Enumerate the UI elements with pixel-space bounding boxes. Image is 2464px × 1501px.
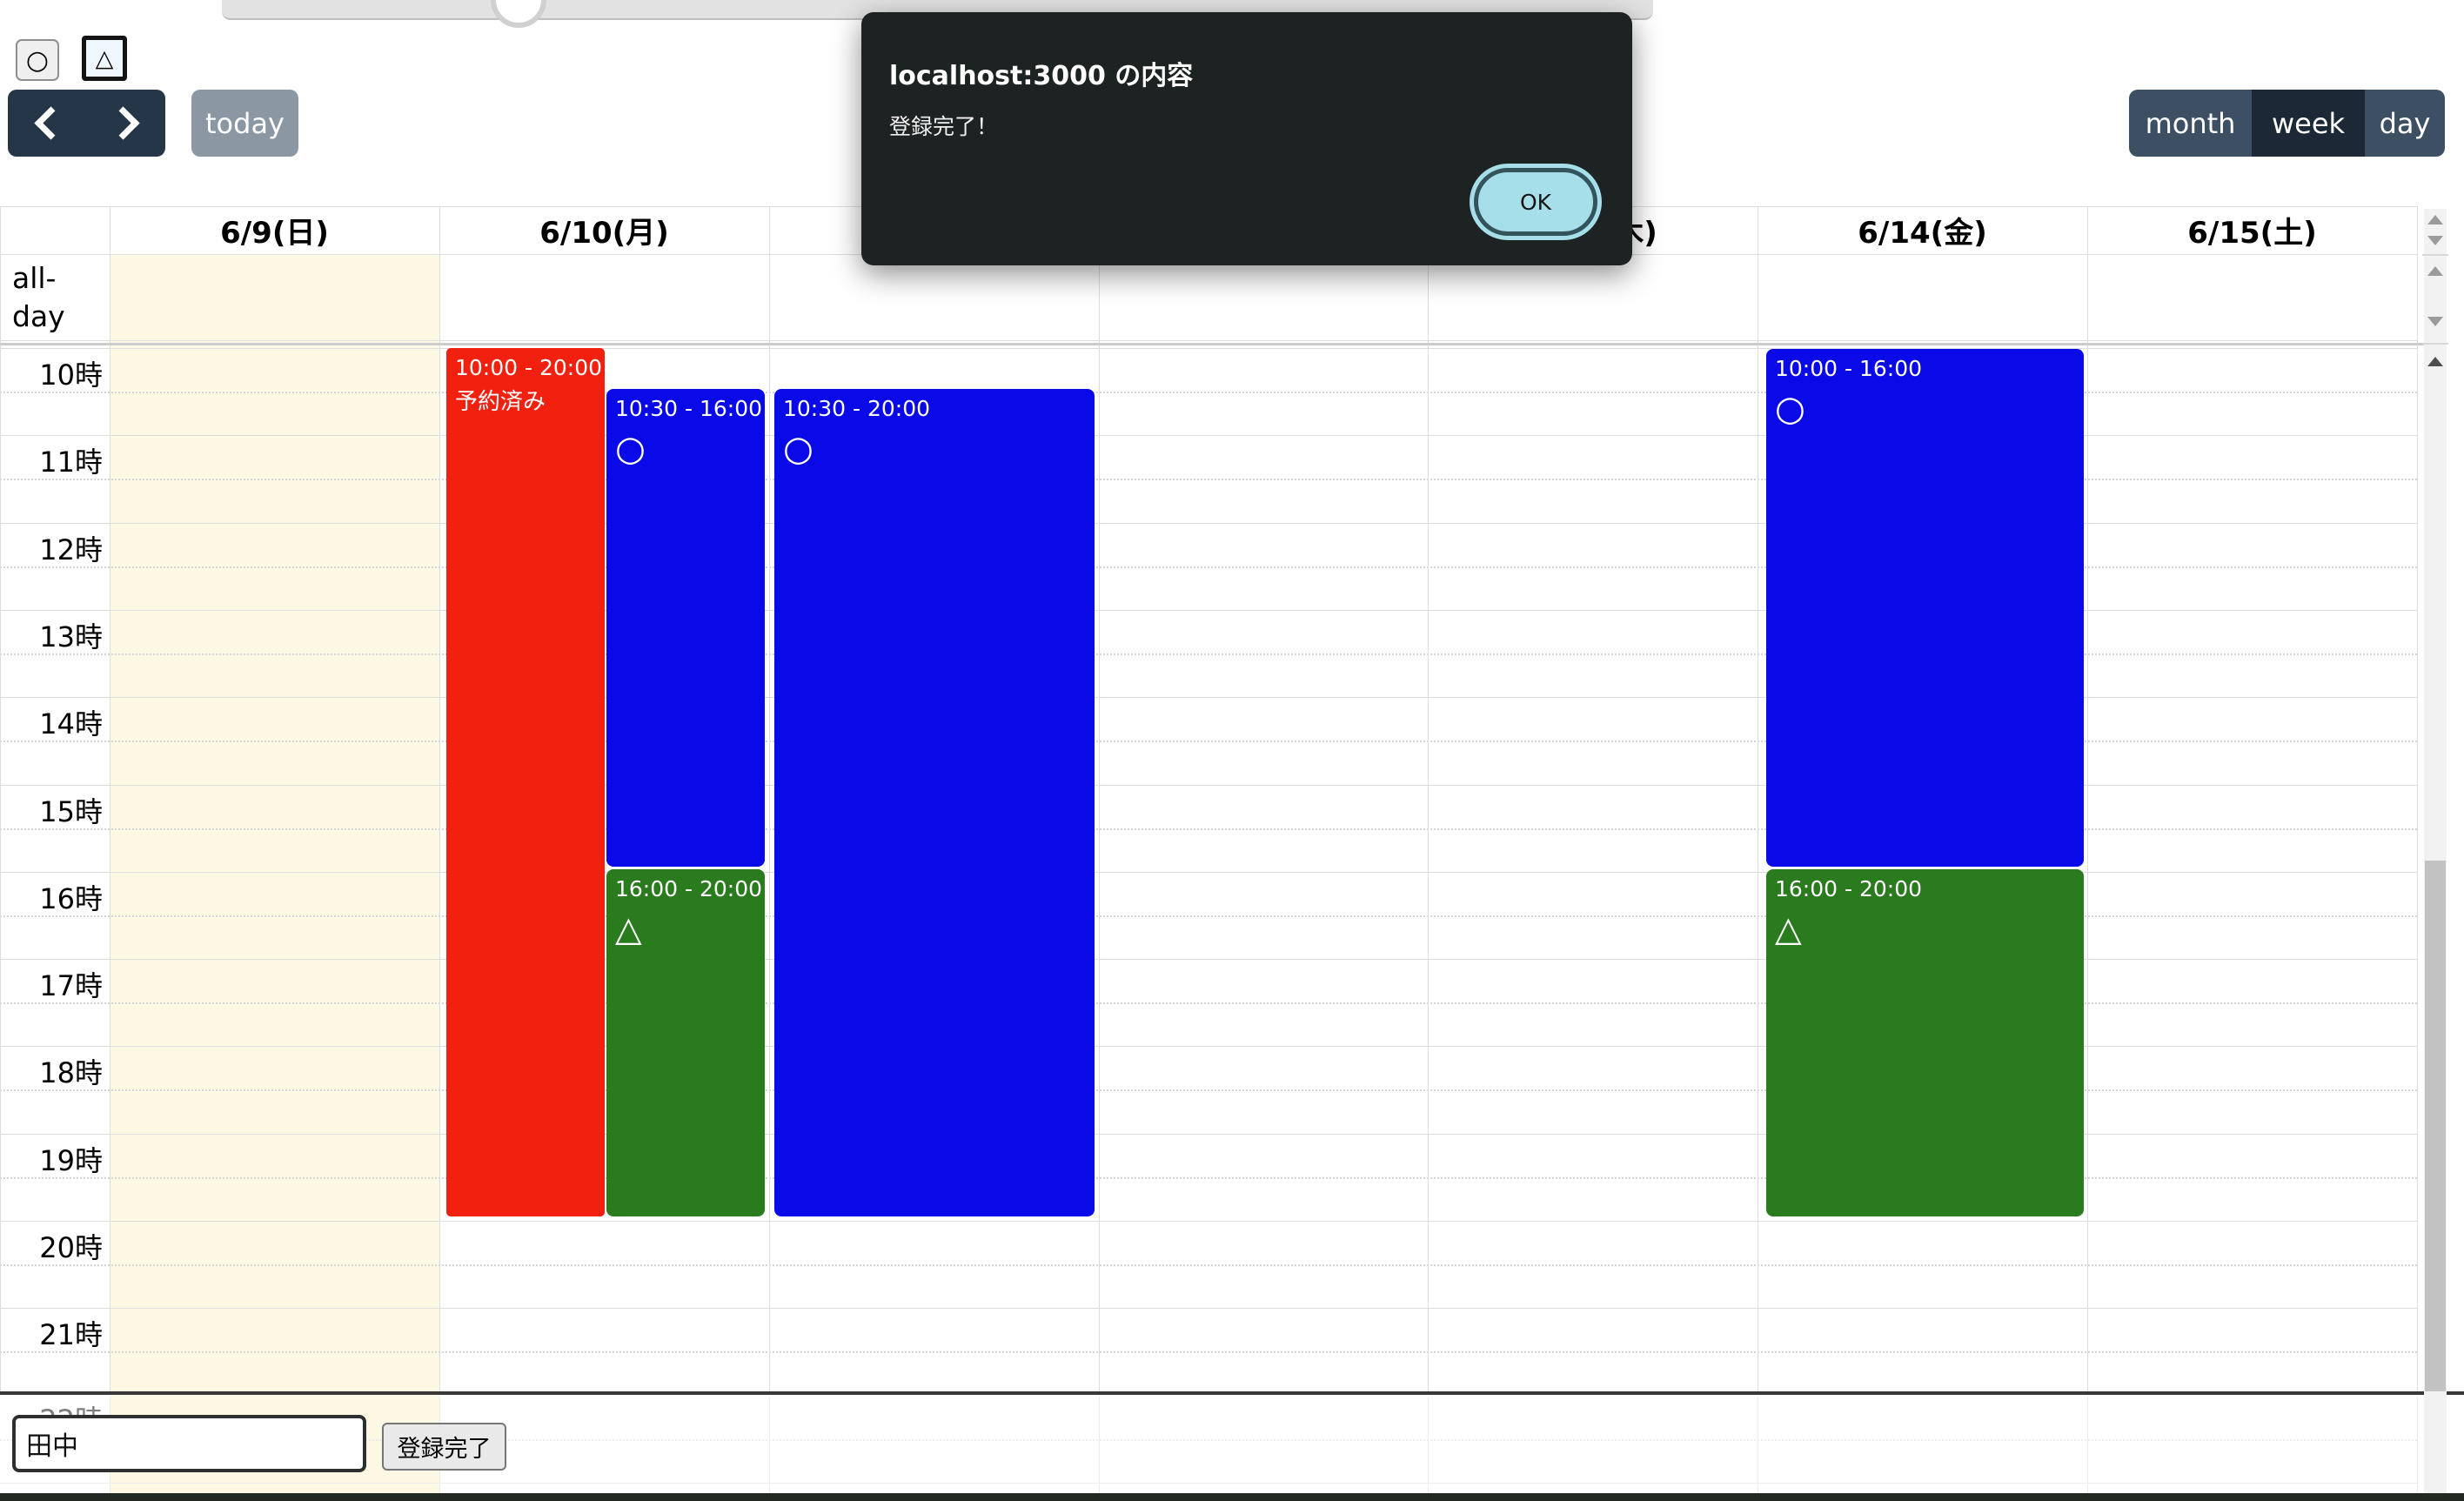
- event-title: 予約済み: [455, 389, 546, 415]
- circle-symbol: ○: [783, 429, 814, 469]
- dialog-message: 登録完了！: [889, 114, 999, 139]
- today-button[interactable]: today: [191, 90, 298, 157]
- time-label: 15時: [39, 795, 103, 828]
- event-circle-tue[interactable]: 10:30 - 20:00 ○: [774, 389, 1095, 1216]
- time-label: 17時: [39, 969, 103, 1002]
- view-day-button[interactable]: day: [2365, 90, 2445, 157]
- triangle-symbol: △: [1775, 909, 1802, 949]
- scroller-bottom-border: [0, 1391, 2464, 1395]
- time-label: 21時: [39, 1318, 103, 1351]
- bottom-black-bar: [0, 1493, 2464, 1501]
- time-label: 19時: [39, 1144, 103, 1177]
- strip-circle-shape: [491, 0, 546, 28]
- circle-symbol: ○: [615, 429, 646, 469]
- scroll-up-icon[interactable]: [2427, 357, 2443, 366]
- event-time: 16:00 - 20:00: [615, 876, 763, 901]
- triangle-symbol-button[interactable]: △: [82, 36, 127, 81]
- dialog-title: localhost:3000 の内容: [889, 61, 1194, 91]
- circle-symbol-button[interactable]: ○: [16, 39, 59, 81]
- ok-button[interactable]: OK: [1474, 168, 1597, 236]
- event-time: 10:30 - 20:00: [783, 396, 931, 421]
- time-label: 10時: [39, 358, 103, 392]
- time-label: 20時: [39, 1231, 103, 1264]
- time-label: 11時: [39, 446, 103, 479]
- view-switcher: month week day: [2129, 90, 2445, 157]
- time-label: 18時: [39, 1056, 103, 1089]
- scroll-up-icon[interactable]: [2427, 266, 2443, 276]
- prev-button[interactable]: [8, 90, 86, 157]
- allday-label: all- day: [12, 261, 65, 333]
- event-time: 10:00 - 20:00: [455, 355, 603, 380]
- scroll-down-icon[interactable]: [2427, 236, 2443, 245]
- register-complete-button[interactable]: 登録完了: [382, 1423, 506, 1471]
- chevron-right-icon: [105, 106, 140, 140]
- day-header-sat: 6/15(土): [2187, 216, 2317, 251]
- event-triangle-mon[interactable]: 16:00 - 20:00 △: [606, 869, 765, 1216]
- scroll-down-icon[interactable]: [2427, 317, 2443, 326]
- time-label: 14時: [39, 707, 103, 740]
- alert-dialog: localhost:3000 の内容 登録完了！ OK: [861, 12, 1632, 265]
- today-column-highlight: [110, 254, 439, 1493]
- circle-symbol: ○: [1775, 389, 1805, 429]
- day-header-mon: 6/10(月): [539, 216, 669, 251]
- allday-grid-divider: [0, 343, 2424, 345]
- name-input[interactable]: [12, 1415, 366, 1472]
- allday-bottom-line: [0, 340, 2417, 341]
- event-time: 10:00 - 16:00: [1775, 356, 1923, 381]
- next-button[interactable]: [87, 90, 165, 157]
- time-label: 12時: [39, 533, 103, 566]
- scroll-up-icon[interactable]: [2427, 215, 2443, 224]
- scrollbar-thumb[interactable]: [2425, 861, 2446, 1391]
- time-label: 13時: [39, 620, 103, 653]
- time-label: 16時: [39, 882, 103, 915]
- event-time: 10:30 - 16:00: [615, 396, 763, 421]
- event-circle-mon[interactable]: 10:30 - 16:00 ○: [606, 389, 765, 867]
- event-reserved-mon[interactable]: 10:00 - 20:00 予約済み: [446, 348, 605, 1216]
- view-month-button[interactable]: month: [2129, 90, 2252, 157]
- prev-next-button-group: [8, 90, 165, 157]
- event-time: 16:00 - 20:00: [1775, 876, 1923, 901]
- triangle-symbol: △: [615, 909, 642, 949]
- event-circle-fri[interactable]: 10:00 - 16:00 ○: [1766, 349, 2084, 867]
- event-triangle-fri[interactable]: 16:00 - 20:00 △: [1766, 869, 2084, 1216]
- chevron-left-icon: [33, 106, 68, 140]
- day-header-sun: 6/9(日): [220, 216, 329, 251]
- day-header-fri: 6/14(金): [1858, 216, 1987, 251]
- view-week-button[interactable]: week: [2252, 90, 2365, 157]
